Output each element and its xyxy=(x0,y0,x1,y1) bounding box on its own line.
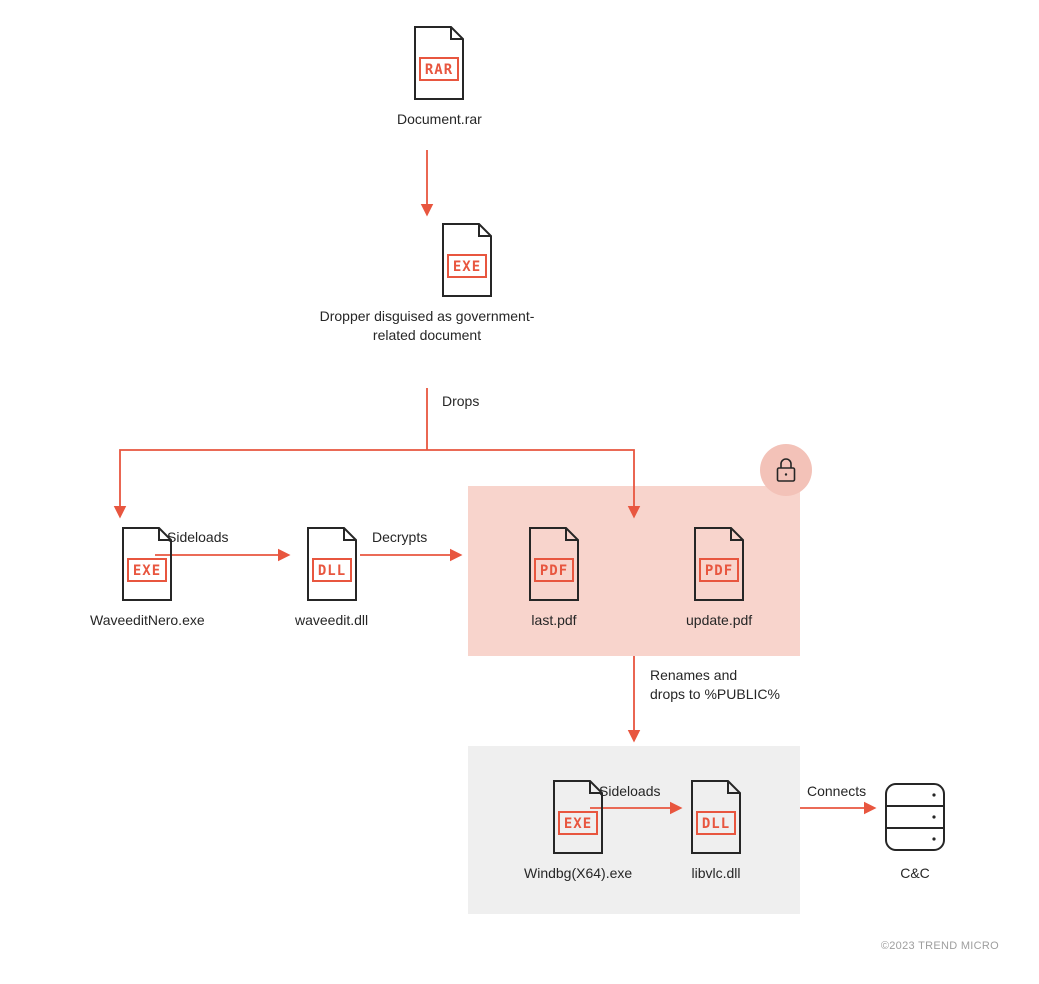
svg-text:EXE: EXE xyxy=(453,259,481,275)
node-label: Windbg(X64).exe xyxy=(524,864,632,883)
copyright-text: ©2023 TREND MICRO xyxy=(881,940,999,952)
node-label: Document.rar xyxy=(397,110,482,129)
node-libvlc-dll: DLL libvlc.dll xyxy=(686,778,746,883)
node-label: update.pdf xyxy=(686,611,752,630)
file-icon: DLL xyxy=(686,778,746,856)
node-last-pdf: PDF last.pdf xyxy=(524,525,584,630)
file-icon: EXE xyxy=(437,221,497,299)
svg-text:PDF: PDF xyxy=(705,563,733,579)
edge-label-renames: Renames and drops to %PUBLIC% xyxy=(650,666,780,704)
svg-text:EXE: EXE xyxy=(564,816,592,832)
file-icon: PDF xyxy=(689,525,749,603)
svg-text:DLL: DLL xyxy=(317,563,345,579)
node-update-pdf: PDF update.pdf xyxy=(686,525,752,630)
svg-text:EXE: EXE xyxy=(133,563,161,579)
node-label: Dropper disguised as government-related … xyxy=(317,307,537,345)
edge-label-connects: Connects xyxy=(807,782,866,801)
svg-text:PDF: PDF xyxy=(540,563,568,579)
node-waveedit-dll: DLL waveedit.dll xyxy=(295,525,368,630)
edge-label-decrypts: Decrypts xyxy=(372,528,427,547)
file-icon: DLL xyxy=(302,525,362,603)
node-label: C&C xyxy=(900,864,930,883)
edge-label-drops: Drops xyxy=(442,392,479,411)
edge-label-sideloads-1: Sideloads xyxy=(167,528,229,547)
public-drop-box xyxy=(468,746,800,914)
server-icon xyxy=(880,778,950,856)
svg-text:DLL: DLL xyxy=(702,816,730,832)
file-icon: RAR xyxy=(409,24,469,102)
node-label: last.pdf xyxy=(531,611,576,630)
node-document-rar: RAR Document.rar xyxy=(397,24,482,129)
node-label: libvlc.dll xyxy=(691,864,740,883)
node-cc-server: C&C xyxy=(880,778,950,883)
node-dropper: EXE Dropper disguised as government-rela… xyxy=(397,221,537,345)
node-label: waveedit.dll xyxy=(295,611,368,630)
lock-icon xyxy=(760,444,812,496)
svg-text:RAR: RAR xyxy=(425,62,453,78)
node-label: WaveeditNero.exe xyxy=(90,611,205,630)
edge-label-sideloads-2: Sideloads xyxy=(599,782,661,801)
file-icon: PDF xyxy=(524,525,584,603)
